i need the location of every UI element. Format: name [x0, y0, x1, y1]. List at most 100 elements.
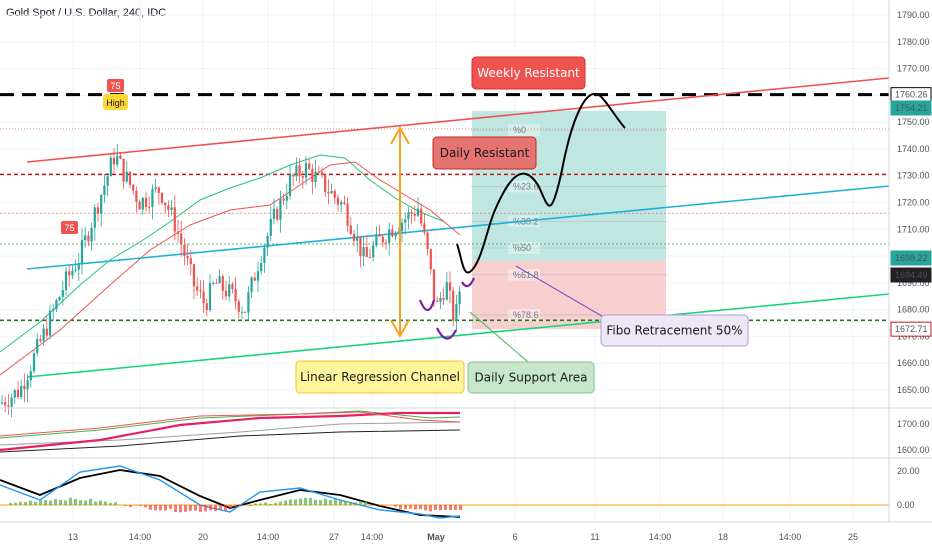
- histogram-bar: [174, 505, 177, 513]
- time-tick-label: 13: [68, 532, 78, 542]
- histogram-bar: [159, 505, 162, 511]
- histogram-bar: [234, 505, 237, 507]
- candle-body: [362, 247, 365, 257]
- candle-body: [352, 234, 356, 241]
- candle-body: [180, 233, 183, 245]
- candle-body: [420, 208, 423, 224]
- histogram-bar: [364, 501, 367, 505]
- histogram-bar: [424, 505, 427, 511]
- candle-body: [58, 296, 61, 301]
- candle-body: [157, 187, 160, 193]
- candle-body: [349, 225, 352, 235]
- candle-body: [228, 284, 231, 297]
- callout-box: [600, 314, 749, 347]
- candle-body: [333, 191, 336, 198]
- histogram-bar: [179, 505, 182, 513]
- candle-body: [439, 297, 442, 302]
- histogram-bar: [134, 505, 137, 506]
- fibo-retracement-callout: Fibo Retracement 50%: [600, 314, 749, 347]
- candle-body: [23, 385, 26, 390]
- candle-body: [298, 165, 301, 177]
- candle-body: [26, 380, 29, 390]
- candle-body: [260, 262, 263, 272]
- candle-body: [96, 207, 100, 214]
- candle-body: [135, 190, 138, 202]
- candle-body: [90, 227, 93, 242]
- chart-title: Gold Spot / U.S. Dollar, 240, IDC: [6, 7, 167, 19]
- candle-body: [116, 155, 119, 165]
- candle-body: [250, 277, 253, 293]
- histogram-bar: [414, 505, 417, 510]
- candle-body: [61, 290, 64, 297]
- histogram-bar: [319, 500, 322, 505]
- histogram-bar: [89, 498, 92, 505]
- candle-body: [205, 303, 208, 311]
- candle-body: [77, 263, 80, 270]
- histogram-bar: [409, 505, 412, 509]
- candle-body: [272, 209, 276, 219]
- fibo-pointer: [515, 265, 613, 323]
- histogram-bar: [139, 505, 142, 506]
- candle-body: [212, 282, 215, 284]
- indicator-tick-label: 1600.00: [897, 445, 930, 455]
- candle-body: [55, 300, 58, 310]
- fib-label: %50: [513, 243, 531, 253]
- candle-body: [404, 219, 407, 223]
- histogram-bar: [49, 500, 52, 505]
- histogram-bar: [19, 501, 22, 505]
- price-badge-text: 1672.71: [895, 324, 928, 334]
- candle-body: [132, 184, 135, 191]
- histogram-bar: [54, 499, 57, 505]
- candle-body: [410, 212, 413, 214]
- candle-body: [148, 206, 151, 208]
- candle-body: [308, 163, 311, 170]
- candle-body: [45, 328, 48, 336]
- candle-body: [100, 194, 103, 214]
- histogram-bar: [294, 499, 297, 505]
- candle-body: [423, 223, 426, 233]
- candle-body: [445, 282, 448, 300]
- price-tick-label: 1770.00: [897, 64, 930, 74]
- signal-line: [0, 465, 461, 519]
- candle-body: [282, 198, 285, 201]
- candle-body: [356, 236, 359, 241]
- candle-body: [455, 304, 458, 321]
- histogram-bar: [239, 505, 242, 507]
- regression-arrow-head: [390, 125, 410, 145]
- regression-arrow-head: [390, 319, 410, 339]
- linear-regression-callout-text: Linear Regression Channel: [300, 370, 460, 384]
- candle-body: [397, 231, 400, 233]
- bottom-arc: [418, 299, 436, 312]
- candle-body: [10, 397, 13, 407]
- profit-zone: [472, 110, 666, 261]
- candle-body: [269, 218, 272, 236]
- candle-body: [304, 163, 308, 178]
- candle-body: [109, 157, 112, 177]
- histogram-bar: [399, 505, 402, 510]
- candle-body: [4, 402, 7, 406]
- indicator-line: [0, 411, 460, 452]
- histogram-bar: [39, 500, 42, 505]
- forecast-path: [456, 92, 626, 274]
- price-tick-label: 1680.00: [897, 305, 930, 315]
- linear-regression-callout: Linear Regression Channel: [295, 360, 465, 394]
- candle-body: [122, 158, 125, 182]
- candle-body: [42, 328, 45, 341]
- price-tick-label: 1710.00: [897, 224, 930, 234]
- macd-line: [0, 469, 461, 518]
- price-tick-label: 1720.00: [897, 198, 930, 208]
- candle-body: [151, 189, 154, 207]
- time-tick-label: May: [427, 532, 445, 542]
- callout-box: [295, 360, 465, 394]
- candle-body: [106, 176, 109, 186]
- candle-body: [141, 197, 144, 210]
- histogram-bar: [379, 505, 382, 506]
- histogram-bar: [359, 501, 362, 505]
- channel-middle-line: [26, 185, 890, 270]
- histogram-bar: [274, 502, 277, 505]
- histogram-bar: [24, 502, 27, 505]
- time-tick-label: 14:00: [129, 532, 152, 542]
- fib-label-bg: [508, 124, 540, 137]
- histogram-bar: [329, 500, 332, 505]
